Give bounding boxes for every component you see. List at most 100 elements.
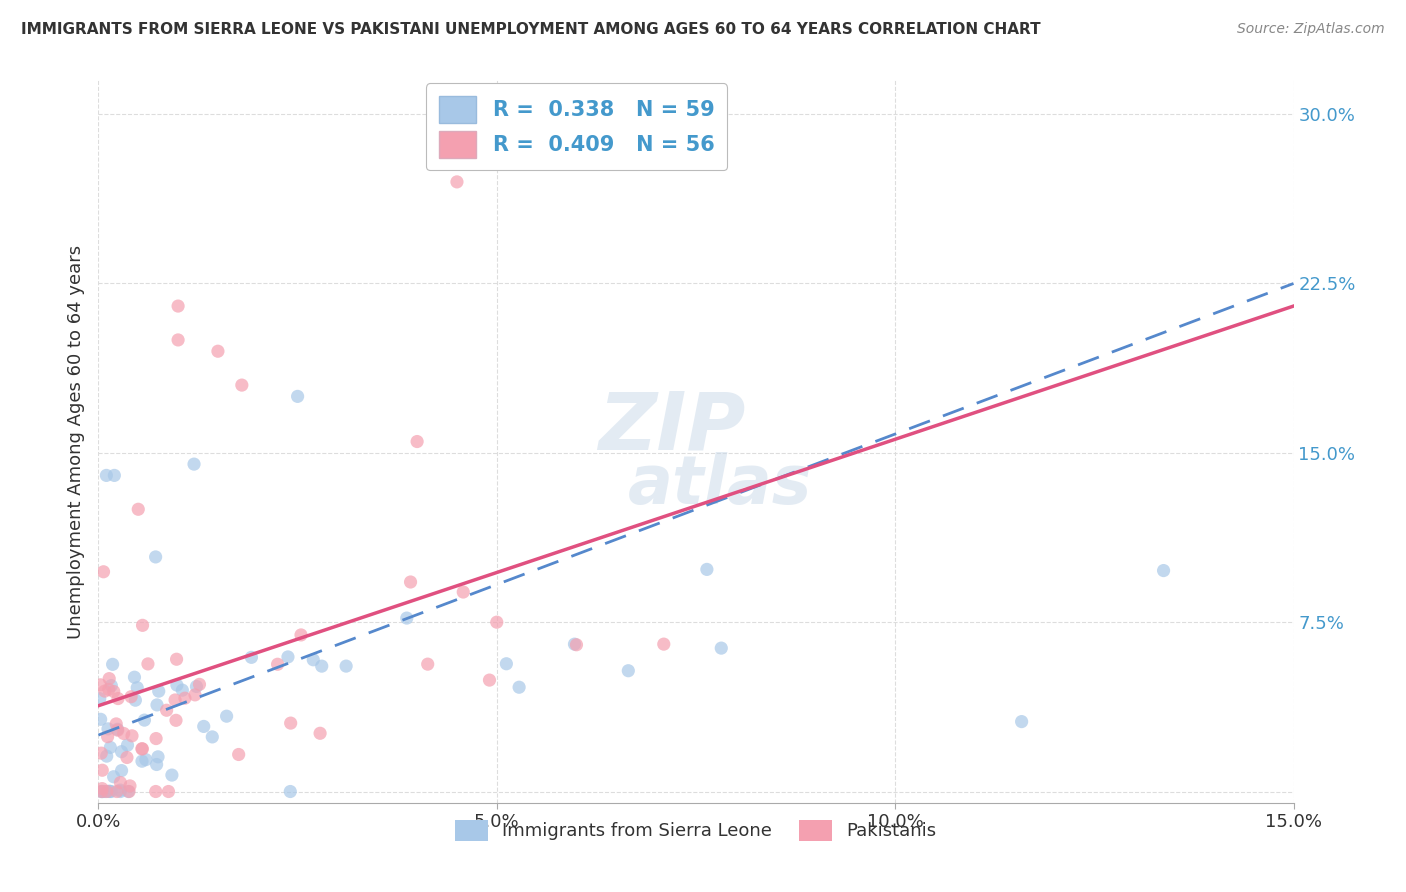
Point: [105, 717, 128, 731]
Point: [118, 779, 141, 793]
Point: [184, 688, 207, 702]
Point: [90, 784, 112, 798]
Point: [97, 730, 120, 744]
Point: [89, 678, 111, 692]
Point: [98, 672, 121, 686]
Point: [100, 784, 122, 798]
Point: [103, 684, 125, 698]
Point: [145, 784, 167, 798]
Point: [127, 681, 149, 695]
Point: [110, 784, 132, 798]
Point: [97, 722, 120, 736]
Point: [240, 650, 263, 665]
Point: [98, 784, 121, 798]
Point: [121, 729, 143, 743]
Y-axis label: Unemployment Among Ages 60 to 64 years: Unemployment Among Ages 60 to 64 years: [66, 244, 84, 639]
Point: [160, 768, 183, 782]
Point: [131, 754, 153, 768]
Point: [406, 434, 429, 449]
Point: [174, 691, 197, 706]
Point: [186, 680, 208, 694]
Point: [207, 344, 229, 359]
Point: [115, 750, 138, 764]
Point: [94, 784, 117, 798]
Point: [696, 562, 718, 576]
Point: [228, 747, 250, 762]
Point: [166, 652, 188, 666]
Point: [134, 713, 156, 727]
Point: [105, 784, 128, 798]
Point: [148, 684, 170, 698]
Point: [120, 690, 142, 704]
Point: [710, 641, 733, 656]
Point: [564, 637, 586, 651]
Point: [145, 731, 167, 746]
Point: [166, 678, 188, 692]
Point: [290, 628, 312, 642]
Point: [110, 783, 132, 797]
Point: [89, 691, 111, 706]
Point: [103, 468, 125, 483]
Legend: Immigrants from Sierra Leone, Pakistanis: Immigrants from Sierra Leone, Pakistanis: [449, 813, 943, 848]
Point: [617, 664, 640, 678]
Point: [146, 749, 169, 764]
Point: [311, 659, 333, 673]
Point: [652, 637, 675, 651]
Point: [451, 585, 474, 599]
Point: [107, 691, 129, 706]
Point: [91, 781, 114, 796]
Point: [485, 615, 508, 630]
Point: [117, 738, 139, 752]
Point: [98, 784, 121, 798]
Point: [96, 749, 118, 764]
Point: [124, 693, 146, 707]
Point: [193, 719, 215, 733]
Point: [97, 682, 120, 697]
Point: [145, 757, 167, 772]
Point: [90, 784, 112, 798]
Point: [183, 457, 205, 471]
Point: [188, 677, 211, 691]
Point: [135, 753, 157, 767]
Point: [112, 726, 135, 740]
Point: [231, 378, 253, 392]
Point: [96, 784, 118, 798]
Point: [395, 611, 418, 625]
Point: [110, 745, 132, 759]
Point: [508, 680, 530, 694]
Point: [98, 740, 121, 755]
Point: [399, 574, 422, 589]
Point: [287, 389, 309, 403]
Point: [110, 764, 132, 778]
Point: [172, 683, 194, 698]
Point: [94, 684, 117, 698]
Point: [131, 742, 153, 756]
Point: [118, 784, 141, 798]
Text: atlas: atlas: [627, 452, 813, 518]
Point: [107, 723, 129, 738]
Point: [1011, 714, 1033, 729]
Point: [167, 333, 190, 347]
Point: [156, 703, 179, 717]
Point: [117, 784, 139, 798]
Point: [103, 770, 125, 784]
Point: [127, 502, 149, 516]
Text: IMMIGRANTS FROM SIERRA LEONE VS PAKISTANI UNEMPLOYMENT AMONG AGES 60 TO 64 YEARS: IMMIGRANTS FROM SIERRA LEONE VS PAKISTAN…: [21, 22, 1040, 37]
Point: [146, 698, 169, 712]
Point: [107, 723, 129, 737]
Point: [90, 746, 112, 760]
Text: Source: ZipAtlas.com: Source: ZipAtlas.com: [1237, 22, 1385, 37]
Point: [416, 657, 439, 672]
Point: [565, 638, 588, 652]
Point: [277, 649, 299, 664]
Point: [215, 709, 238, 723]
Point: [110, 775, 132, 789]
Point: [131, 618, 153, 632]
Point: [335, 659, 357, 673]
Point: [302, 653, 325, 667]
Point: [165, 714, 187, 728]
Point: [90, 712, 112, 726]
Point: [91, 784, 114, 798]
Point: [93, 565, 115, 579]
Point: [495, 657, 517, 671]
